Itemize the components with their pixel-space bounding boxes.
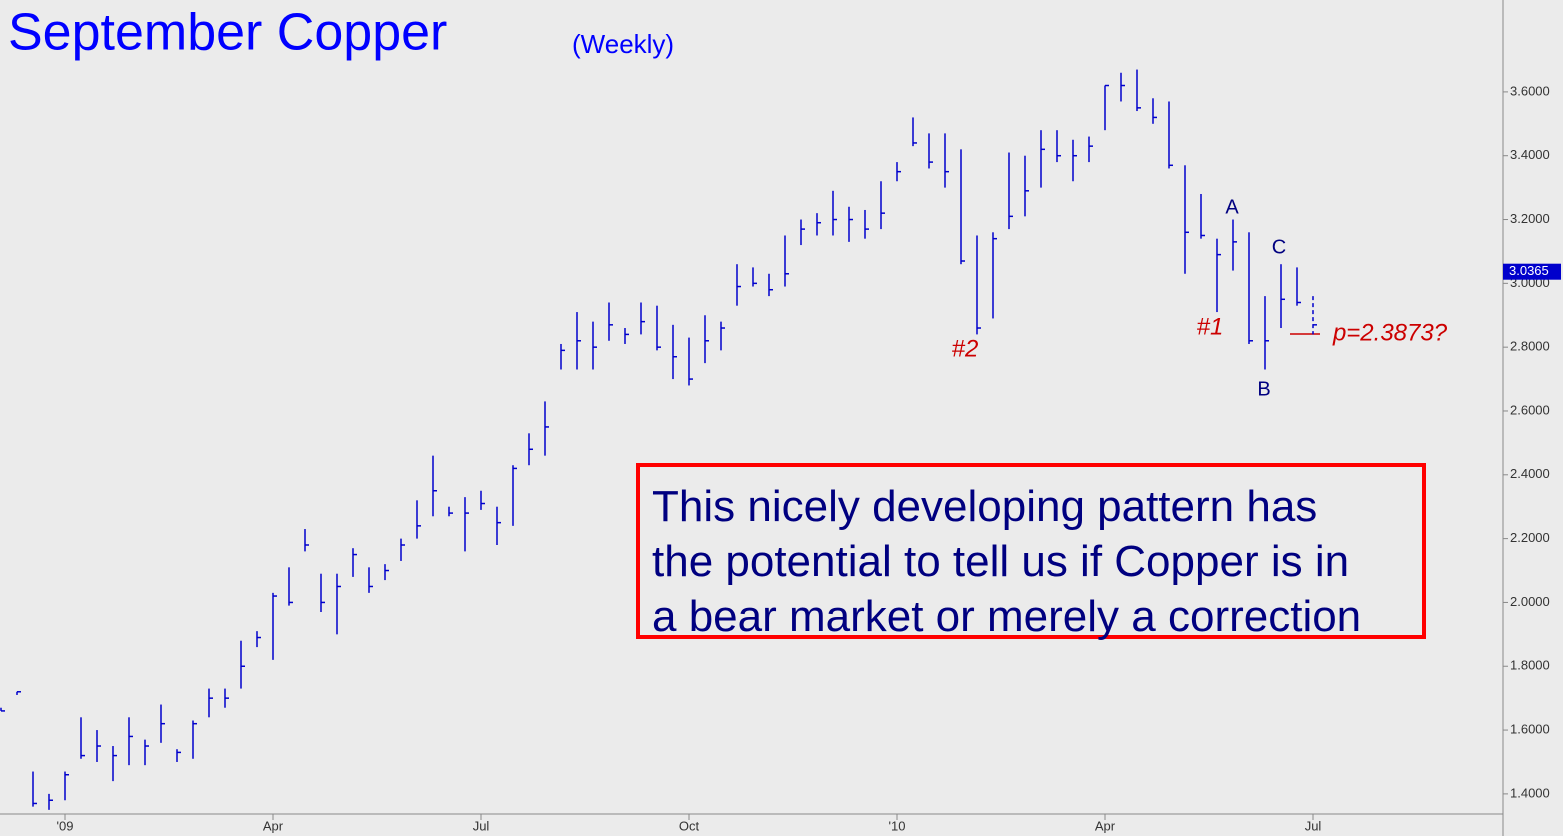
y-tick-label: 1.4000 <box>1510 785 1550 800</box>
y-tick-label: 3.4000 <box>1510 147 1550 162</box>
y-tick-label: 3.6000 <box>1510 83 1550 98</box>
last-price-label: 3.0365 <box>1509 263 1549 278</box>
callout-line: the potential to tell us if Copper is in <box>652 537 1350 586</box>
callout-line: a bear market or merely a correction <box>652 592 1362 641</box>
y-tick-label: 1.8000 <box>1510 658 1550 673</box>
annotation: #2 <box>952 335 979 362</box>
x-tick-label: '10 <box>889 818 906 833</box>
x-tick-label: Apr <box>1095 818 1116 833</box>
y-tick-label: 2.2000 <box>1510 530 1550 545</box>
y-tick-label: 2.4000 <box>1510 466 1550 481</box>
x-tick-label: Jul <box>473 818 490 833</box>
last-price-box <box>1503 263 1561 280</box>
x-tick-label: Apr <box>263 818 284 833</box>
callout-box: This nicely developing pattern has the po… <box>636 463 1426 641</box>
y-tick-label: 1.6000 <box>1510 722 1550 737</box>
y-tick-label: 2.6000 <box>1510 402 1550 417</box>
annotation: A <box>1225 196 1239 218</box>
chart-title: September Copper <box>8 4 447 62</box>
chart-subtitle: (Weekly) <box>572 29 674 59</box>
annotation: #1 <box>1197 313 1224 340</box>
y-tick-label: 2.0000 <box>1510 594 1550 609</box>
annotation: p=2.3873? <box>1332 319 1448 346</box>
callout-line: This nicely developing pattern has <box>652 482 1318 531</box>
x-tick-label: Oct <box>679 818 700 833</box>
x-tick-label: '09 <box>57 818 74 833</box>
y-tick-label: 3.2000 <box>1510 211 1550 226</box>
annotation: B <box>1257 378 1270 400</box>
x-tick-label: Jul <box>1305 818 1322 833</box>
annotation: C <box>1272 236 1286 258</box>
y-tick-label: 2.8000 <box>1510 339 1550 354</box>
